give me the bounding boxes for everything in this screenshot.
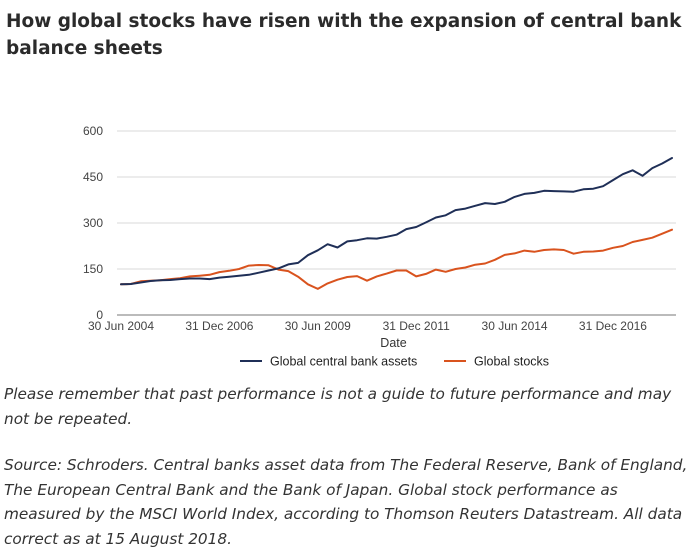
y-tick-label: 150 [83,262,103,276]
x-tick-label: 31 Dec 2011 [383,319,450,333]
disclaimer-text: Please remember that past performance is… [4,385,672,428]
x-tick-label: 30 Jun 2004 [88,319,154,333]
y-tick-label: 600 [83,124,103,138]
y-axis-ticks: 0 150 300 450 600 [83,124,103,322]
grid-lines [117,130,676,316]
series-lines [120,157,673,290]
y-tick-label: 300 [83,216,103,230]
chart-title: How global stocks have risen with the ex… [6,11,682,59]
y-tick-label: 450 [83,170,103,184]
series-line [120,228,673,290]
y-tick-label: 0 [96,308,103,322]
x-tick-label: 31 Dec 2006 [185,319,253,333]
x-tick-label: 31 Dec 2016 [579,319,647,333]
legend: Global central bank assets Global stocks [240,355,549,369]
source-text: Source: Schroders. Central banks asset d… [4,456,688,548]
x-axis-ticks: 30 Jun 2004 31 Dec 2006 30 Jun 2009 31 Dec … [88,319,647,333]
x-tick-label: 30 Jun 2009 [285,319,351,333]
series-line [120,157,673,286]
x-axis-label: Date [380,336,406,350]
legend-label: Global stocks [474,355,549,369]
legend-label: Global central bank assets [270,355,417,369]
x-tick-label: 30 Jun 2014 [482,319,548,333]
